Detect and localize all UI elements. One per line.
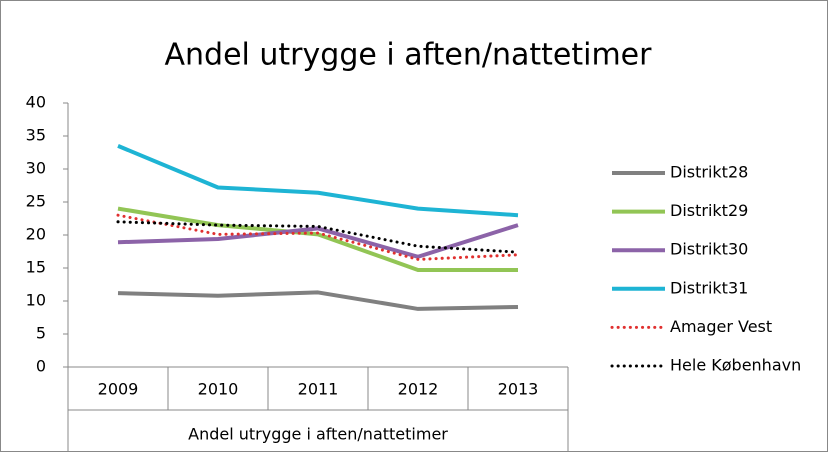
x-tick-label: 2010	[198, 380, 239, 399]
legend-label: Amager Vest	[670, 317, 772, 336]
series-line	[117, 144, 519, 218]
series-line	[117, 223, 519, 259]
x-tick-label: 2012	[398, 380, 439, 399]
y-tick-label: 25	[26, 192, 46, 211]
legend-label: Distrikt28	[670, 163, 748, 182]
y-tick-label: 35	[26, 126, 46, 145]
x-tick-label: 2011	[298, 380, 339, 399]
y-tick-label: 15	[26, 258, 46, 277]
y-tick-label: 10	[26, 291, 46, 310]
y-tick-label: 20	[26, 225, 46, 244]
y-tick-label: 30	[26, 159, 46, 178]
legend-label: Distrikt30	[670, 240, 748, 259]
chart-title: Andel utrygge i aften/nattetimer	[165, 38, 653, 73]
y-tick-label: 0	[36, 357, 46, 376]
series-line	[117, 290, 519, 311]
y-tick-label: 5	[36, 324, 46, 343]
x-tick-label: 2009	[98, 380, 139, 399]
legend-label: Distrikt31	[670, 278, 748, 297]
x-axis-label: Andel utrygge i aften/nattetimer	[188, 425, 448, 444]
series-line	[116, 213, 520, 261]
series-line	[116, 220, 520, 254]
x-tick-label: 2013	[498, 380, 539, 399]
y-tick-label: 40	[26, 93, 46, 112]
legend-label: Hele København	[670, 356, 801, 375]
legend-label: Distrikt29	[670, 201, 748, 220]
